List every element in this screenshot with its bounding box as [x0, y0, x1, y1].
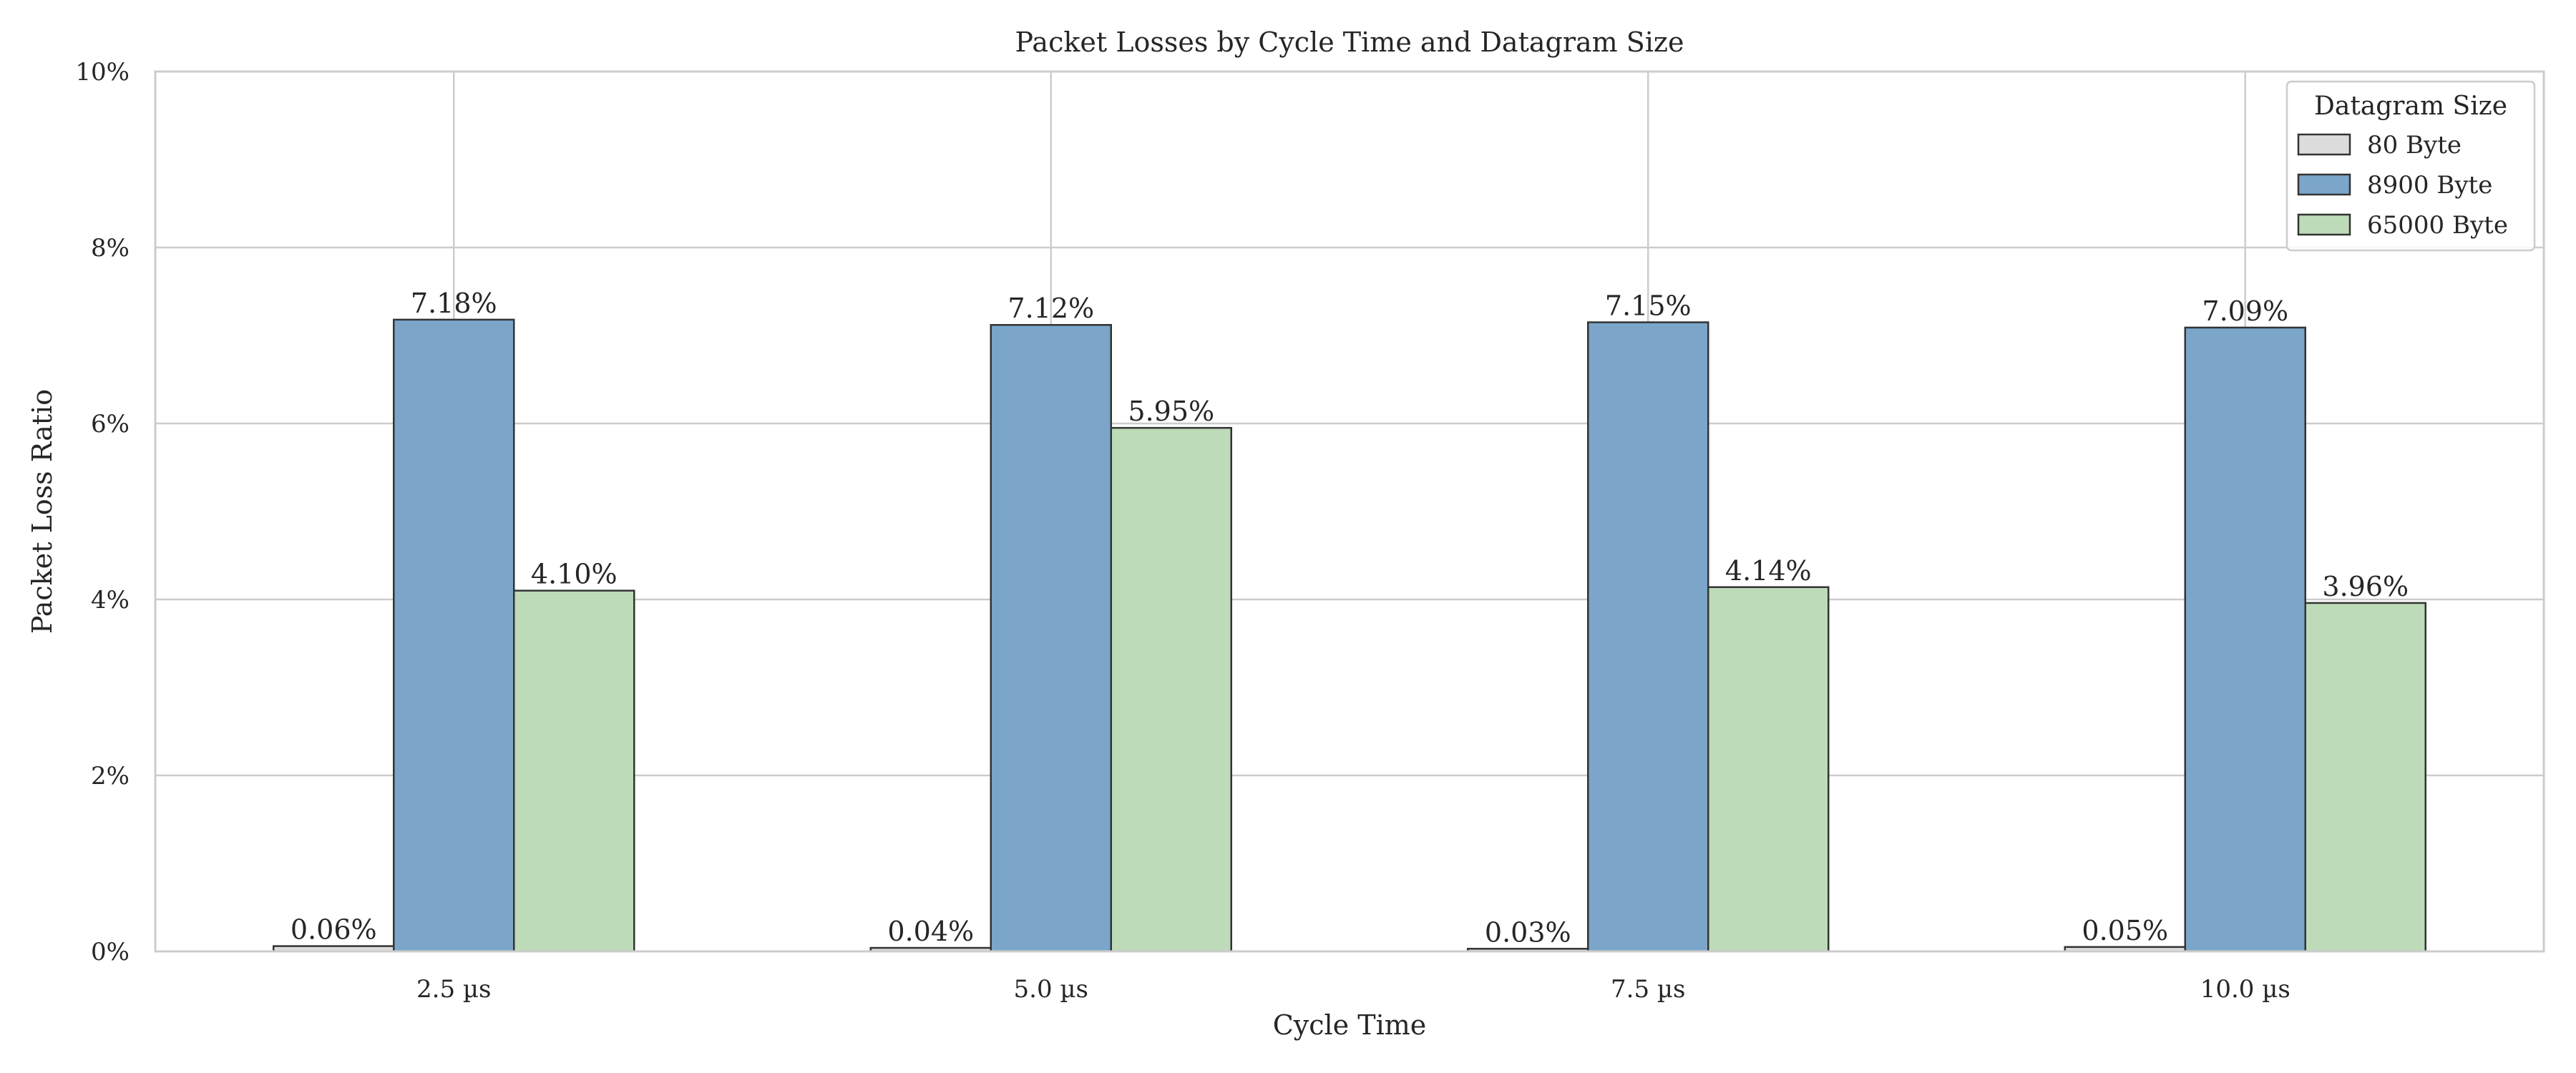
bar-65000-byte-4 [2304, 602, 2426, 953]
bar-8900-byte-2 [990, 323, 1112, 953]
x-tick-label: 7.5 µs [1611, 975, 1685, 1004]
legend-swatch [2297, 213, 2351, 236]
bar-value-label: 0.04% [887, 916, 974, 947]
bar-8900-byte-4 [2184, 326, 2306, 953]
bar-value-label: 7.15% [1605, 290, 1692, 322]
bar-value-label: 7.12% [1008, 293, 1094, 324]
x-tick-label: 10.0 µs [2200, 975, 2290, 1004]
y-tick-label: 0% [91, 938, 130, 966]
bar-8900-byte-1 [393, 318, 515, 953]
legend-title: Datagram Size [2314, 92, 2507, 121]
bar-65000-byte-1 [513, 589, 635, 953]
x-axis-label: Cycle Time [1273, 1009, 1427, 1041]
bars [273, 318, 2426, 953]
bar-65000-byte-3 [1707, 586, 1830, 953]
x-tick-label: 5.0 µs [1014, 975, 1088, 1004]
y-axis-ticks: 0% 2% 4% 6% 8% 10% [75, 58, 130, 966]
legend-entry-label: 80 Byte [2367, 131, 2462, 160]
y-tick-label: 8% [91, 234, 130, 263]
legend: Datagram Size 80 Byte 8900 Byte 65000 Byte [2285, 80, 2536, 252]
legend-entry-label: 65000 Byte [2367, 211, 2508, 240]
legend-entry-label: 8900 Byte [2367, 171, 2492, 200]
legend-swatch [2297, 133, 2351, 156]
bar-value-labels: 0.06% 0.04% 0.03% 0.05% 7.18% 7.12% 7.15% 7.09%… [291, 288, 2409, 948]
plot-frame [154, 70, 2545, 953]
legend-box [2285, 80, 2536, 252]
bar-value-label: 7.09% [2202, 295, 2288, 327]
bar-value-label: 0.06% [291, 914, 377, 946]
chart-title: Packet Losses by Cycle Time and Datagram… [1015, 26, 1684, 58]
y-tick-label: 10% [75, 58, 130, 87]
y-tick-label: 4% [91, 586, 130, 614]
bar-value-label: 0.05% [2082, 915, 2168, 946]
bar-value-label: 7.18% [411, 288, 497, 319]
y-tick-label: 2% [91, 762, 130, 790]
bar-value-label: 3.96% [2322, 571, 2409, 602]
y-axis-label: Packet Loss Ratio [26, 389, 58, 634]
bar-8900-byte-3 [1587, 321, 1709, 953]
bar-value-label: 0.03% [1485, 916, 1571, 948]
legend-swatch [2297, 173, 2351, 196]
y-tick-label: 6% [91, 410, 130, 438]
x-tick-label: 2.5 µs [416, 975, 491, 1004]
x-axis-ticks: 2.5 µs 5.0 µs 7.5 µs 10.0 µs [416, 975, 2290, 1004]
bar-value-label: 4.10% [531, 559, 618, 590]
bar-value-label: 5.95% [1128, 396, 1214, 427]
bar-65000-byte-2 [1110, 426, 1232, 953]
bar-value-label: 4.14% [1725, 555, 1812, 587]
